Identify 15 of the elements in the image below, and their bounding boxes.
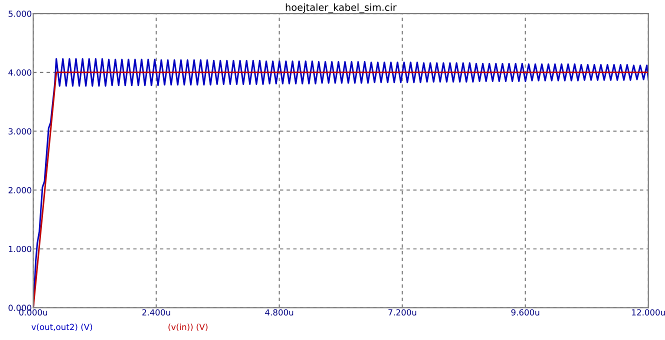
x-tick-label: 9.600u — [511, 309, 540, 316]
chart-title: hoejtaler_kabel_sim.cir — [286, 3, 397, 14]
x-tick-label: 4.800u — [265, 309, 294, 316]
y-tick-label: 5.000 — [8, 10, 32, 17]
y-tick-label: 0.000 — [8, 304, 32, 311]
y-tick-label: 4.000 — [8, 69, 32, 76]
x-tick-label: 2.400u — [142, 309, 170, 316]
x-tick-label: 7.200u — [388, 309, 416, 316]
y-tick-label: 3.000 — [8, 128, 32, 135]
text: (v(in)) (V) — [168, 324, 208, 332]
x-tick-label: 0.000u — [19, 309, 48, 316]
series-label: v(out,out2) (V) — [32, 324, 92, 332]
y-tick-label: 1.000 — [8, 246, 32, 252]
y-tick-label: 2.000 — [8, 187, 32, 194]
x-tick-label: 12.000u — [632, 309, 665, 316]
